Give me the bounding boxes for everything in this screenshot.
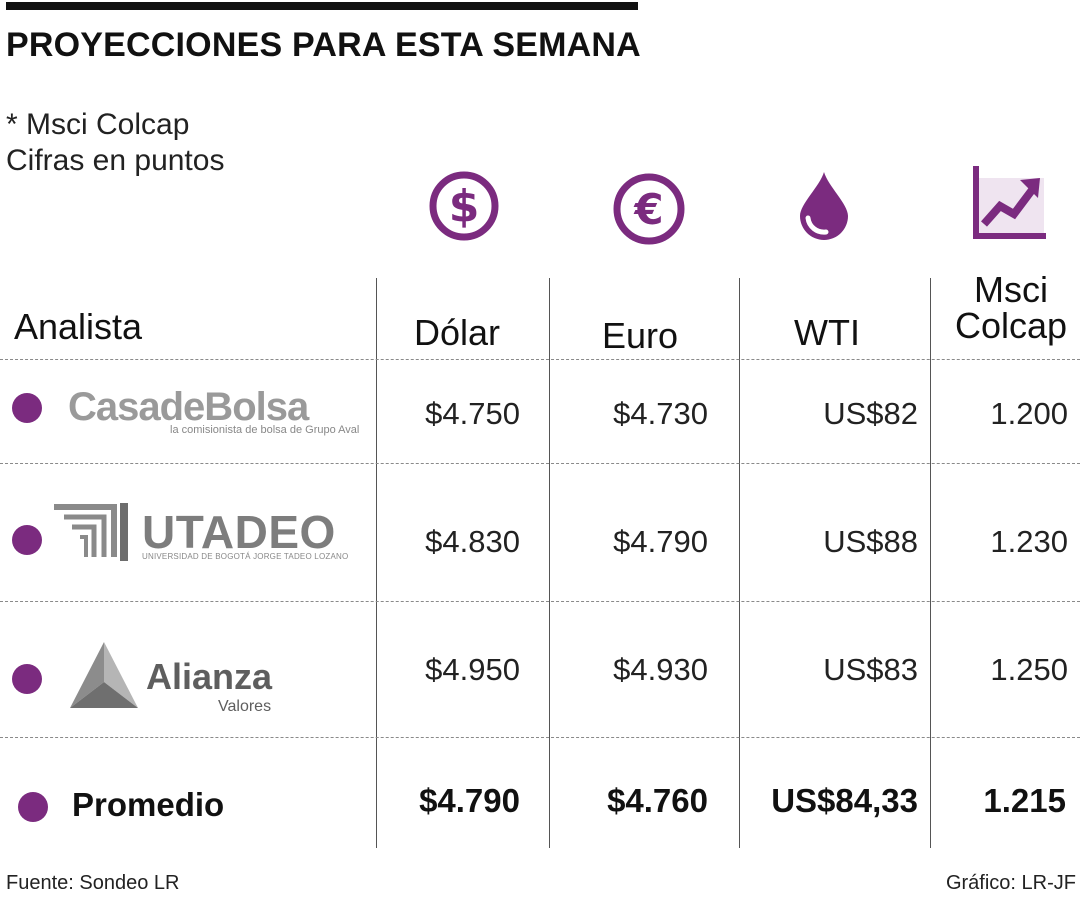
column-divider <box>549 278 550 848</box>
row-bullet <box>18 792 48 822</box>
growth-chart-icon <box>973 166 1046 239</box>
analyst-logo-subtitle: UNIVERSIDAD DE BOGOTÁ JORGE TADEO LOZANO <box>142 552 349 561</box>
column-header-wti: WTI <box>794 312 860 353</box>
analyst-logo-casadebolsa: CasadeBolsa <box>68 385 309 429</box>
column-header-colcap-line2: Colcap <box>954 305 1068 346</box>
row-bullet <box>12 525 42 555</box>
euro-circle-icon: € <box>613 173 685 245</box>
table-cell-wti: US$82 <box>823 396 918 431</box>
top-rule <box>6 2 638 10</box>
column-header-colcap-line1: Msci <box>974 269 1048 310</box>
analyst-logo-subtitle: la comisionista de bolsa de Grupo Aval <box>170 424 360 436</box>
column-header-euro: Euro <box>602 315 679 356</box>
row-bullet <box>12 664 42 694</box>
analyst-logo-subtitle: Valores <box>218 698 272 715</box>
analyst-logo-utadeo: UTADEO <box>142 506 336 558</box>
average-label: Promedio <box>72 786 225 823</box>
row-divider <box>0 601 1080 602</box>
note-units: Cifras en puntos <box>6 144 225 177</box>
column-header-dolar: Dólar <box>414 312 501 353</box>
row-divider <box>0 737 1080 738</box>
footer-credit: Gráfico: LR-JF <box>945 872 1076 894</box>
alianza-emblem-icon <box>70 642 138 708</box>
table-cell-wti: US$88 <box>823 524 918 559</box>
table-cell-euro: $4.790 <box>613 524 708 559</box>
average-cell-colcap: 1.215 <box>983 782 1066 819</box>
average-cell-euro: $4.760 <box>607 782 708 819</box>
table-cell-euro: $4.730 <box>613 396 708 431</box>
svg-text:€: € <box>633 185 663 234</box>
column-header-colcap: Msci Colcap <box>948 272 1074 344</box>
table-cell-dolar: $4.830 <box>425 524 520 559</box>
analyst-logo-alianza: Alianza <box>146 656 273 697</box>
row-divider <box>0 359 1080 360</box>
table-cell-colcap: 1.250 <box>990 652 1068 687</box>
oil-drop-icon <box>800 172 848 240</box>
svg-text:$: $ <box>449 181 480 232</box>
row-divider <box>0 463 1080 464</box>
column-header-analista: Analista <box>14 306 143 347</box>
table-cell-colcap: 1.200 <box>990 396 1068 431</box>
utadeo-emblem-icon <box>54 503 128 561</box>
footer-source: Fuente: Sondeo LR <box>6 872 180 894</box>
dollar-circle-icon: $ <box>429 171 499 241</box>
average-cell-wti: US$84,33 <box>771 782 918 819</box>
table-cell-colcap: 1.230 <box>990 524 1068 559</box>
table-cell-dolar: $4.750 <box>425 396 520 431</box>
row-bullet <box>12 393 42 423</box>
column-divider <box>739 278 740 848</box>
page-title: PROYECCIONES PARA ESTA SEMANA <box>6 26 641 64</box>
note-msci-colcap: * Msci Colcap <box>6 108 190 141</box>
table-cell-wti: US$83 <box>823 652 918 687</box>
column-divider <box>376 278 377 848</box>
column-divider <box>930 278 931 848</box>
average-cell-dolar: $4.790 <box>419 782 520 819</box>
table-cell-dolar: $4.950 <box>425 652 520 687</box>
table-cell-euro: $4.930 <box>613 652 708 687</box>
